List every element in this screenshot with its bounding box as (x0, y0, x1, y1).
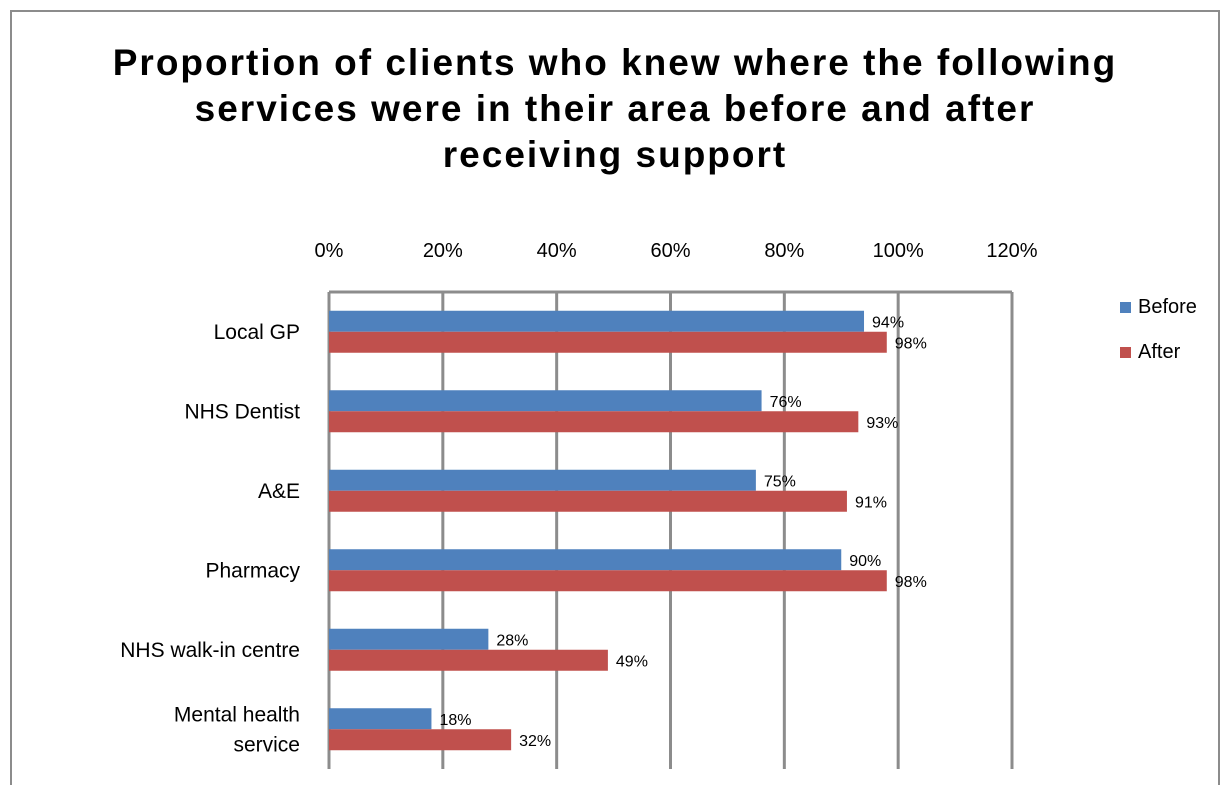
data-label: 32% (519, 733, 551, 750)
bar-after (329, 570, 887, 592)
bar-before (329, 310, 865, 332)
data-label: 49% (616, 653, 648, 670)
chart-frame (10, 10, 1220, 785)
data-label: 93% (866, 415, 898, 432)
data-label: 91% (855, 494, 887, 511)
bar-before (329, 628, 489, 650)
x-tick-label: 60% (650, 240, 690, 262)
chart-title: Proportion of clients who knew where the… (112, 42, 1118, 175)
legend-label: After (1138, 341, 1181, 363)
bar-before (329, 708, 432, 730)
data-label: 28% (496, 632, 528, 649)
bar-after (329, 411, 859, 433)
x-tick-label: 40% (537, 240, 577, 262)
bar-after (329, 649, 608, 671)
category-label: A&E (258, 480, 300, 503)
legend-label: Before (1138, 296, 1197, 318)
bar-after (329, 729, 512, 751)
x-tick-label: 80% (764, 240, 804, 262)
data-label: 75% (764, 473, 796, 490)
category-label: service (233, 733, 300, 756)
x-tick-label: 100% (873, 240, 924, 262)
bar-after (329, 490, 847, 512)
data-label: 94% (872, 314, 904, 331)
data-label: 98% (895, 574, 927, 591)
data-label: 90% (849, 553, 881, 570)
category-label: Mental health (174, 703, 300, 726)
category-label: Pharmacy (205, 559, 300, 582)
data-label: 76% (770, 394, 802, 411)
legend-swatch-after (1120, 347, 1131, 358)
data-label: 98% (895, 335, 927, 352)
x-tick-label: 0% (315, 240, 344, 262)
category-label: NHS Dentist (184, 400, 300, 423)
legend-swatch-before (1120, 302, 1131, 313)
x-tick-label: 120% (986, 240, 1037, 262)
bar-before (329, 390, 762, 412)
bar-before (329, 549, 842, 571)
x-tick-label: 20% (423, 240, 463, 262)
bar-after (329, 331, 887, 353)
category-label: NHS walk-in centre (120, 639, 300, 662)
bar-before (329, 469, 756, 491)
category-label: Local GP (214, 321, 300, 344)
data-label: 18% (439, 712, 471, 729)
